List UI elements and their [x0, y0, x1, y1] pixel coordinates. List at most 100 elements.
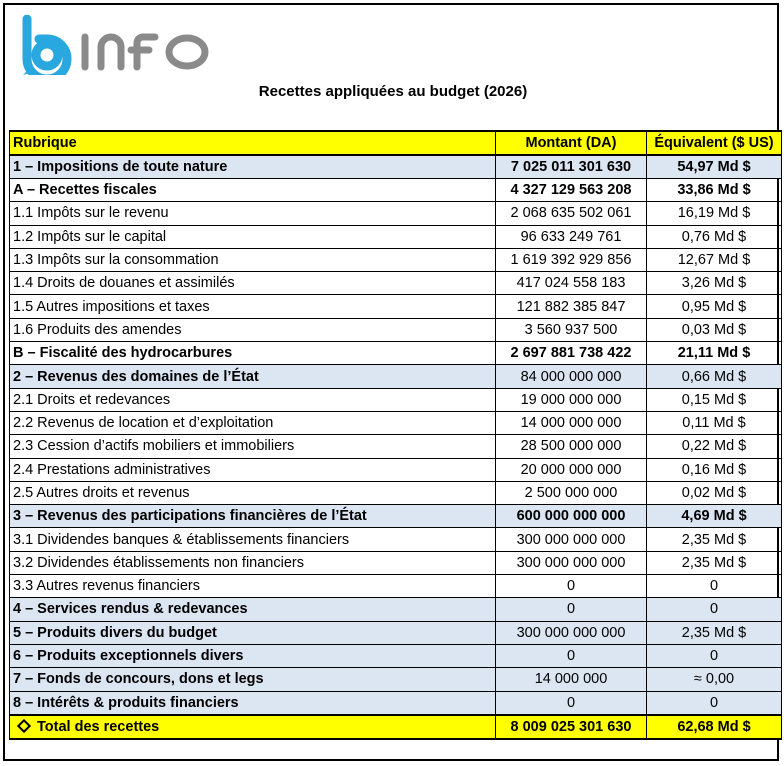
header-montant: Montant (DA) [495, 130, 647, 156]
row-label: 1.1 Impôts sur le revenu [9, 201, 496, 226]
binfo-logo [22, 15, 209, 75]
row-usd: 16,19 Md $ [646, 201, 782, 226]
header-equivalent: Équivalent ($ US) [646, 130, 782, 156]
row-label: 2 – Revenus des domaines de l’État [9, 364, 496, 389]
row-label: 3.3 Autres revenus financiers [9, 574, 496, 599]
table-row: 2.3 Cession d’actifs mobiliers et immobi… [9, 434, 782, 459]
row-usd: 0,76 Md $ [646, 224, 782, 249]
row-usd: 0 [646, 574, 782, 599]
row-amount: 2 500 000 000 [495, 480, 647, 506]
header-row: Rubrique Montant (DA) Équivalent ($ US) [9, 130, 782, 156]
row-amount: 1 619 392 929 856 [495, 247, 647, 273]
table-row: 3.2 Dividendes établissements non financ… [9, 550, 782, 576]
row-usd: 0,15 Md $ [646, 387, 782, 412]
row-amount: 300 000 000 000 [495, 550, 647, 576]
row-amount: 0 [495, 690, 647, 716]
row-label: 3 – Revenus des participations financièr… [9, 504, 496, 529]
row-usd: 2,35 Md $ [646, 527, 782, 552]
table-row: 1.5 Autres impositions et taxes 121 882 3… [9, 294, 782, 319]
row-amount: 14 000 000 000 [495, 410, 647, 436]
row-amount: 3 560 937 500 [495, 317, 647, 343]
row-usd: 0,22 Md $ [646, 434, 782, 459]
row-label: 5 – Produits divers du budget [9, 620, 496, 645]
row-label: 3.2 Dividendes établissements non financ… [9, 550, 496, 576]
row-amount: 96 633 249 761 [495, 224, 647, 249]
table-row: 5 – Produits divers du budget 300 000 000… [9, 620, 782, 645]
table-row: B – Fiscalité des hydrocarbures 2 697 881… [9, 341, 782, 366]
row-amount: 2 068 635 502 061 [495, 201, 647, 226]
table-row: 3.1 Dividendes banques & établissements … [9, 527, 782, 552]
row-label: 1.6 Produits des amendes [9, 317, 496, 343]
row-label: 1.2 Impôts sur le capital [9, 224, 496, 249]
header-rubrique: Rubrique [9, 130, 496, 156]
row-amount: 600 000 000 000 [495, 504, 647, 529]
table-row: 8 – Intérêts & produits financiers 0 0 [9, 690, 782, 716]
row-usd: 0,02 Md $ [646, 480, 782, 506]
table-row: 2.2 Revenus de location et d’exploitatio… [9, 410, 782, 436]
row-label: 2.1 Droits et redevances [9, 387, 496, 412]
table-row: 2 – Revenus des domaines de l’État 84 000… [9, 364, 782, 389]
row-usd: 0,95 Md $ [646, 294, 782, 319]
row-usd: 2,35 Md $ [646, 550, 782, 576]
row-amount: 20 000 000 000 [495, 457, 647, 482]
row-amount: 28 500 000 000 [495, 434, 647, 459]
row-label: 3.1 Dividendes banques & établissements … [9, 527, 496, 552]
row-label: 1.4 Droits de douanes et assimilés [9, 271, 496, 296]
row-amount: 0 [495, 574, 647, 599]
row-amount: 121 882 385 847 [495, 294, 647, 319]
row-label: 6 – Produits exceptionnels divers [9, 643, 496, 669]
budget-table: Rubrique Montant (DA) Équivalent ($ US) … [9, 130, 782, 740]
row-label: 4 – Services rendus & redevances [9, 597, 496, 622]
table-row: 1 – Impositions de toute nature 7 025 011… [9, 154, 782, 179]
row-usd: 54,97 Md $ [646, 154, 782, 179]
row-label: 2.5 Autres droits et revenus [9, 480, 496, 506]
total-label: Total des recettes [37, 718, 160, 735]
row-usd: 0 [646, 643, 782, 669]
total-row: Total des recettes 8 009 025 301 630 62,… [9, 713, 782, 740]
row-label: 2.4 Prestations administratives [9, 457, 496, 482]
row-usd: 3,26 Md $ [646, 271, 782, 296]
total-label-cell: Total des recettes [9, 713, 496, 740]
row-label: 1 – Impositions de toute nature [9, 154, 496, 179]
row-label: 7 – Fonds de concours, dons et legs [9, 667, 496, 692]
row-usd: 21,11 Md $ [646, 341, 782, 366]
row-amount: 300 000 000 000 [495, 527, 647, 552]
table-row: 6 – Produits exceptionnels divers 0 0 [9, 643, 782, 669]
row-usd: 33,86 Md $ [646, 177, 782, 203]
row-usd: 12,67 Md $ [646, 247, 782, 273]
table-row: 1.1 Impôts sur le revenu 2 068 635 502 06… [9, 201, 782, 226]
row-usd: 0,16 Md $ [646, 457, 782, 482]
total-amount: 8 009 025 301 630 [495, 713, 647, 740]
row-usd: 0,66 Md $ [646, 364, 782, 389]
row-amount: 19 000 000 000 [495, 387, 647, 412]
table-row: 3 – Revenus des participations financièr… [9, 504, 782, 529]
table-caption: Recettes appliquées au budget (2026) [258, 83, 528, 100]
row-amount: 0 [495, 643, 647, 669]
row-label: 2.2 Revenus de location et d’exploitatio… [9, 410, 496, 436]
table-row: A – Recettes fiscales 4 327 129 563 208 33… [9, 177, 782, 203]
table-row: 3.3 Autres revenus financiers 0 0 [9, 574, 782, 599]
table-row: 1.4 Droits de douanes et assimilés 417 02… [9, 271, 782, 296]
row-label: 1.3 Impôts sur la consommation [9, 247, 496, 273]
row-usd: 0,03 Md $ [646, 317, 782, 343]
table-row: 1.2 Impôts sur le capital 96 633 249 761 0… [9, 224, 782, 249]
row-amount: 300 000 000 000 [495, 620, 647, 645]
row-usd: 0 [646, 690, 782, 716]
table-row: 1.3 Impôts sur la consommation 1 619 392 … [9, 247, 782, 273]
document-frame: Recettes appliquées au budget (2026) Rub… [3, 3, 782, 761]
row-amount: 14 000 000 [495, 667, 647, 692]
row-usd: 2,35 Md $ [646, 620, 782, 645]
row-amount: 4 327 129 563 208 [495, 177, 647, 203]
row-label: 8 – Intérêts & produits financiers [9, 690, 496, 716]
table-row: 2.4 Prestations administratives 20 000 00… [9, 457, 782, 482]
row-amount: 2 697 881 738 422 [495, 341, 647, 366]
row-label: B – Fiscalité des hydrocarbures [9, 341, 496, 366]
row-label: 1.5 Autres impositions et taxes [9, 294, 496, 319]
row-usd: 0,11 Md $ [646, 410, 782, 436]
row-usd: 4,69 Md $ [646, 504, 782, 529]
row-usd: 0 [646, 597, 782, 622]
row-amount: 0 [495, 597, 647, 622]
row-usd: ≈ 0,00 [646, 667, 782, 692]
table-row: 1.6 Produits des amendes 3 560 937 500 0,0… [9, 317, 782, 343]
row-amount: 84 000 000 000 [495, 364, 647, 389]
